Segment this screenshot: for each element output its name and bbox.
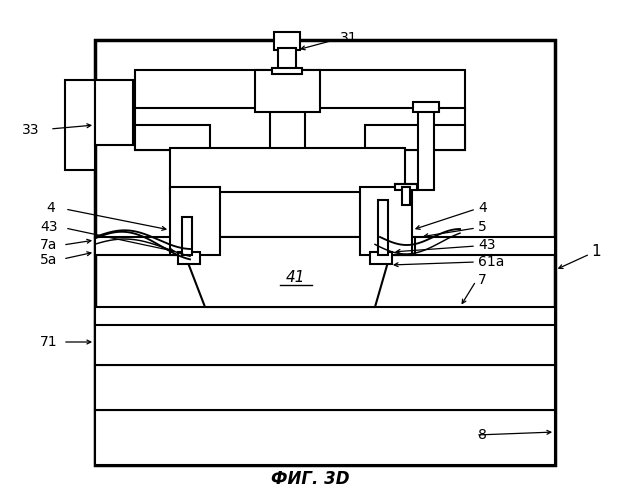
Text: 4: 4: [46, 201, 55, 215]
Text: ФИГ. 3D: ФИГ. 3D: [271, 470, 349, 488]
Bar: [170, 148, 405, 192]
Bar: [135, 125, 210, 150]
Bar: [255, 70, 320, 112]
Bar: [95, 40, 555, 465]
Bar: [402, 187, 410, 205]
Bar: [278, 48, 296, 70]
Text: 41: 41: [285, 270, 305, 285]
Bar: [135, 70, 465, 110]
Bar: [95, 365, 555, 410]
Text: 43: 43: [40, 220, 58, 234]
Text: 5a: 5a: [40, 253, 57, 267]
Text: 61a: 61a: [478, 255, 504, 269]
Text: 33: 33: [22, 123, 40, 137]
Bar: [170, 187, 220, 255]
Bar: [65, 80, 95, 170]
Text: 1: 1: [591, 244, 601, 260]
Text: 7a: 7a: [40, 238, 57, 252]
Bar: [378, 200, 388, 255]
Bar: [95, 80, 133, 145]
Bar: [370, 252, 392, 264]
Bar: [395, 184, 417, 190]
Text: 4: 4: [478, 201, 487, 215]
Text: 43: 43: [478, 238, 496, 252]
Bar: [95, 237, 555, 255]
Bar: [182, 217, 192, 255]
Bar: [272, 68, 302, 74]
Bar: [135, 108, 465, 150]
Bar: [418, 108, 434, 190]
Bar: [95, 307, 555, 325]
Bar: [413, 102, 439, 112]
Text: 71: 71: [40, 335, 58, 349]
Bar: [274, 32, 300, 50]
Text: 8: 8: [478, 428, 487, 442]
Bar: [95, 320, 555, 365]
Bar: [365, 125, 465, 150]
Bar: [178, 252, 200, 264]
Polygon shape: [175, 237, 415, 307]
Bar: [95, 410, 555, 465]
Bar: [360, 187, 412, 255]
Text: 31: 31: [340, 31, 358, 45]
Bar: [270, 108, 305, 190]
Text: 7: 7: [478, 273, 487, 287]
Text: 5: 5: [478, 220, 487, 234]
